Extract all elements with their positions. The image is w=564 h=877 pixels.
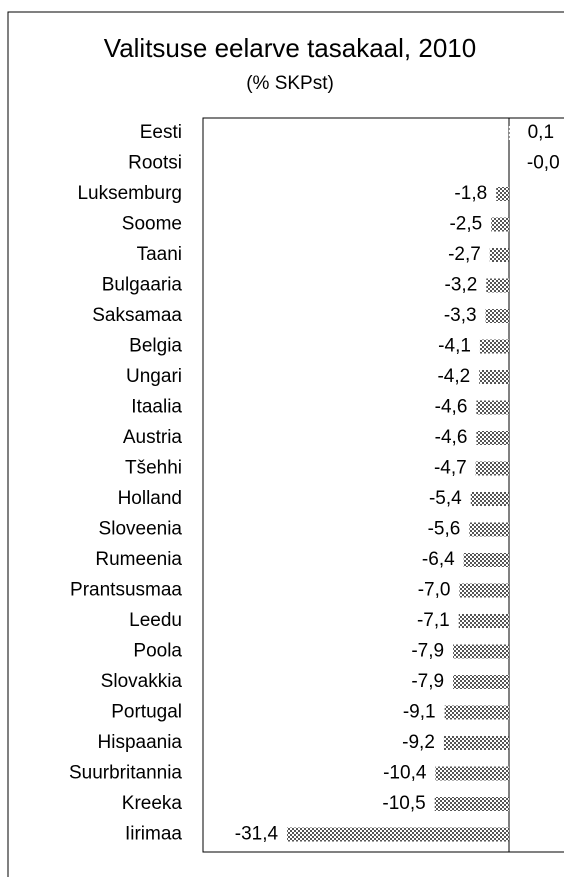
category-label: Rumeenia: [95, 549, 182, 570]
value-label: -5,4: [429, 488, 462, 509]
bar: [496, 187, 509, 201]
value-label: -10,5: [382, 793, 425, 814]
value-label: -7,9: [411, 671, 444, 692]
category-label: Austria: [123, 427, 183, 448]
bar: [459, 583, 509, 598]
value-label: -4,2: [437, 366, 470, 387]
chart-subtitle: (% SKPst): [246, 73, 334, 94]
category-label: Tšehhi: [125, 458, 182, 479]
value-label: -4,1: [438, 336, 471, 357]
value-label: -4,6: [435, 427, 468, 448]
category-label: Soome: [122, 214, 182, 235]
value-label: -9,1: [403, 702, 436, 723]
value-label: -2,7: [448, 244, 481, 265]
value-label: -3,3: [444, 305, 477, 326]
value-label: -10,4: [383, 763, 427, 784]
category-label: Portugal: [111, 702, 182, 723]
bar: [453, 644, 509, 659]
category-label: Iirimaa: [125, 824, 182, 845]
bar: [479, 370, 509, 384]
value-label: -7,9: [411, 641, 444, 662]
value-label: -7,1: [417, 610, 450, 631]
value-label: -6,4: [422, 549, 455, 570]
bar: [444, 705, 509, 720]
bar: [475, 461, 509, 476]
value-label: -0,0: [527, 153, 560, 174]
category-label: Luksemburg: [77, 183, 182, 204]
frame: [7, 11, 564, 877]
value-label: -9,2: [402, 732, 435, 753]
value-label: -4,6: [435, 397, 468, 418]
category-label: Sloveenia: [99, 519, 183, 540]
bar: [435, 766, 509, 781]
category-label: Belgia: [129, 336, 182, 357]
bar: [486, 278, 509, 293]
value-label: -7,0: [418, 580, 451, 601]
category-label: Poola: [133, 641, 182, 662]
bar: [463, 553, 509, 567]
bar: [458, 614, 509, 628]
bar: [470, 492, 509, 506]
category-label: Itaalia: [131, 397, 182, 418]
chart-title: Valitsuse eelarve tasakaal, 2010: [104, 33, 476, 63]
category-label: Hispaania: [98, 732, 183, 753]
bar: [491, 217, 509, 232]
value-label: -31,4: [235, 824, 279, 845]
bar: [287, 827, 509, 842]
bar: [443, 736, 509, 750]
category-label: Suurbritannia: [69, 763, 182, 784]
plot-frame: [202, 117, 564, 853]
bar: [469, 522, 509, 537]
value-label: -1,8: [454, 183, 487, 204]
category-label: Eesti: [140, 122, 182, 143]
category-label: Saksamaa: [92, 305, 182, 326]
bar: [453, 675, 509, 689]
category-label: Bulgaaria: [102, 275, 183, 296]
value-label: 0,1: [528, 122, 554, 143]
category-label: Leedu: [129, 610, 182, 631]
category-label: Slovakkia: [101, 671, 183, 692]
bar: [476, 400, 509, 415]
bar: [508, 126, 510, 140]
value-label: -4,7: [434, 458, 467, 479]
bar: [489, 248, 509, 262]
bar: [476, 431, 509, 445]
category-label: Holland: [118, 488, 182, 509]
category-label: Rootsi: [128, 153, 182, 174]
value-label: -3,2: [445, 275, 478, 296]
category-label: Ungari: [126, 366, 182, 387]
bar: [434, 797, 509, 811]
bar: [479, 339, 509, 354]
bar: [485, 309, 509, 323]
category-label: Kreeka: [122, 793, 183, 814]
category-label: Prantsusmaa: [70, 580, 182, 601]
value-label: -2,5: [449, 214, 482, 235]
category-label: Taani: [137, 244, 182, 265]
value-label: -5,6: [428, 519, 461, 540]
